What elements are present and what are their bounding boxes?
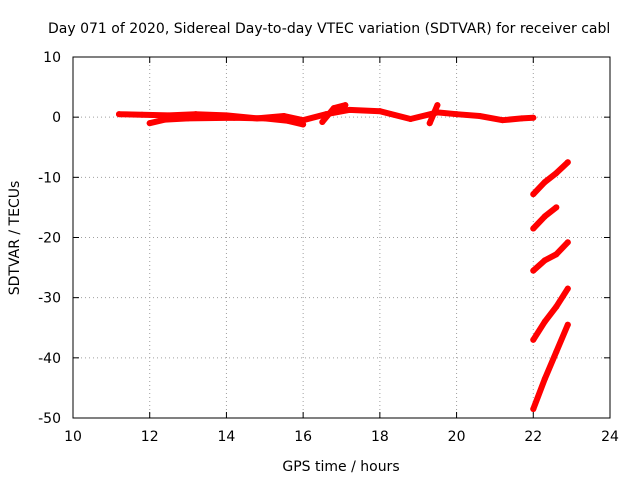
data-point [407,115,414,122]
data-point [530,336,537,343]
data-point [564,285,571,292]
data-point [499,117,506,124]
x-tick-label: 10 [64,429,82,445]
data-point [231,114,238,121]
y-tick-label: 10 [43,50,61,66]
series-segment-4 [530,285,571,343]
data-point [284,117,291,124]
data-point [453,111,460,118]
data-point [346,106,353,113]
data-point [476,112,483,119]
y-tick-label: 0 [52,110,61,126]
data-marks [116,102,571,412]
data-point [162,116,169,123]
data-point [185,115,192,122]
data-point [139,111,146,118]
data-point [564,239,571,246]
data-point [564,159,571,166]
data-point [434,102,441,109]
data-point [330,105,337,112]
data-point [541,179,548,186]
data-point [553,303,560,310]
data-point [530,225,537,232]
data-point [261,115,268,122]
y-axis-label: SDTVAR / TECUs [7,181,23,296]
y-tick-label: -10 [38,170,61,186]
data-point [541,375,548,382]
data-point [146,120,153,127]
y-tick-label: -30 [38,291,61,307]
data-point [553,348,560,355]
x-tick-label: 18 [371,429,389,445]
data-point [116,111,123,118]
data-point [518,115,525,122]
x-tick-label: 24 [601,429,619,445]
data-point [541,318,548,325]
x-axis-label: GPS time / hours [282,459,399,475]
series-segment-1 [530,159,571,198]
x-tick-label: 16 [294,429,312,445]
data-point [300,121,307,128]
series-band-1 [116,106,537,124]
series-segment-3 [530,239,571,274]
data-point [530,114,537,121]
data-point [541,257,548,264]
data-point [564,321,571,328]
series-band-1d [426,102,441,127]
series-segment-5 [530,321,571,412]
x-tick-label: 20 [448,429,466,445]
data-point [530,191,537,198]
data-point [553,251,560,258]
y-tick-label: -20 [38,231,61,247]
data-point [553,204,560,211]
data-point [530,405,537,412]
x-tick-label: 12 [141,429,159,445]
y-tick-label: -40 [38,351,61,367]
data-point [319,118,326,125]
axis-ticks: 10 12 14 16 18 20 22 24 10 0 -10 -20 -30 -40 -50 [38,50,619,445]
data-point [376,108,383,115]
data-point [541,213,548,220]
chart-title: Day 071 of 2020, Sidereal Day-to-day VTE… [48,21,610,37]
y-tick-label: -50 [38,411,61,427]
x-tick-label: 14 [218,429,236,445]
data-point [426,120,433,127]
data-point [530,267,537,274]
data-point [342,102,349,109]
x-tick-label: 22 [524,429,542,445]
data-point [553,170,560,177]
